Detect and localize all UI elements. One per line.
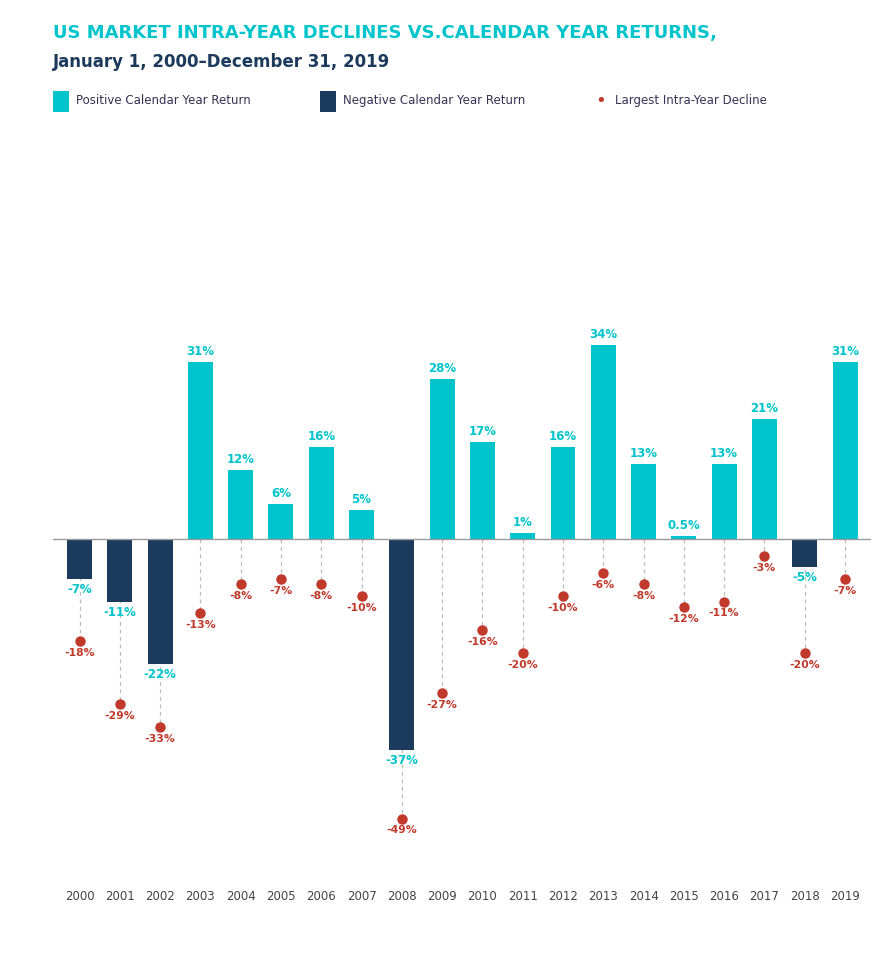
Text: January 1, 2000–December 31, 2019: January 1, 2000–December 31, 2019 (53, 53, 390, 71)
Text: Largest Intra-Year Decline: Largest Intra-Year Decline (615, 94, 767, 107)
Bar (429, 378, 454, 538)
Bar (148, 538, 172, 664)
Bar (470, 442, 495, 538)
Text: 31%: 31% (187, 345, 214, 357)
Text: Negative Calendar Year Return: Negative Calendar Year Return (343, 94, 525, 107)
Text: Positive Calendar Year Return: Positive Calendar Year Return (76, 94, 252, 107)
Text: 1%: 1% (513, 516, 533, 529)
Bar (832, 362, 858, 538)
Bar (389, 538, 414, 750)
Text: 34%: 34% (589, 328, 617, 340)
Text: -37%: -37% (386, 754, 419, 767)
Text: •: • (596, 92, 606, 109)
Text: -8%: -8% (229, 591, 252, 602)
Text: US MARKET INTRA-YEAR DECLINES VS.CALENDAR YEAR RETURNS,: US MARKET INTRA-YEAR DECLINES VS.CALENDA… (53, 24, 717, 42)
Text: -10%: -10% (346, 603, 377, 613)
Text: -10%: -10% (548, 603, 579, 613)
Bar (591, 345, 616, 538)
Bar (228, 470, 253, 538)
Text: -22%: -22% (144, 669, 177, 681)
Text: -8%: -8% (632, 591, 655, 602)
Bar (671, 536, 696, 538)
Text: -49%: -49% (387, 826, 417, 835)
Text: -27%: -27% (427, 699, 458, 710)
Bar (108, 538, 132, 602)
Text: 16%: 16% (549, 430, 577, 444)
Text: -20%: -20% (789, 660, 821, 670)
Bar (792, 538, 817, 567)
Text: -7%: -7% (269, 585, 292, 596)
Text: -33%: -33% (145, 734, 175, 744)
Bar (67, 538, 92, 579)
Text: 21%: 21% (750, 401, 779, 415)
Text: -8%: -8% (309, 591, 332, 602)
Text: 13%: 13% (629, 447, 658, 461)
Bar (510, 533, 535, 538)
Text: 6%: 6% (271, 488, 291, 500)
Bar (349, 511, 374, 538)
Bar (712, 465, 737, 538)
Bar (188, 362, 212, 538)
Text: -13%: -13% (185, 620, 216, 629)
Text: -16%: -16% (467, 637, 498, 647)
Text: -12%: -12% (669, 614, 700, 624)
Text: -11%: -11% (103, 605, 136, 619)
Text: 31%: 31% (831, 345, 859, 357)
Text: -29%: -29% (104, 711, 135, 721)
Bar (308, 447, 333, 538)
Text: -6%: -6% (592, 580, 615, 590)
Text: -20%: -20% (508, 660, 538, 670)
Bar (752, 419, 777, 538)
Bar (550, 447, 575, 538)
Bar (631, 465, 656, 538)
Text: -7%: -7% (68, 582, 92, 596)
Text: 12%: 12% (227, 453, 254, 467)
Text: -7%: -7% (833, 585, 857, 596)
Text: 17%: 17% (469, 424, 496, 438)
Text: 16%: 16% (308, 430, 335, 444)
Text: 28%: 28% (428, 362, 456, 375)
Text: -5%: -5% (792, 571, 817, 584)
Text: -3%: -3% (753, 562, 776, 573)
Text: 13%: 13% (710, 447, 738, 461)
Text: 5%: 5% (351, 493, 372, 506)
Text: -18%: -18% (64, 649, 95, 658)
Text: -11%: -11% (709, 608, 740, 618)
Text: 0.5%: 0.5% (668, 519, 701, 532)
Bar (268, 505, 293, 538)
